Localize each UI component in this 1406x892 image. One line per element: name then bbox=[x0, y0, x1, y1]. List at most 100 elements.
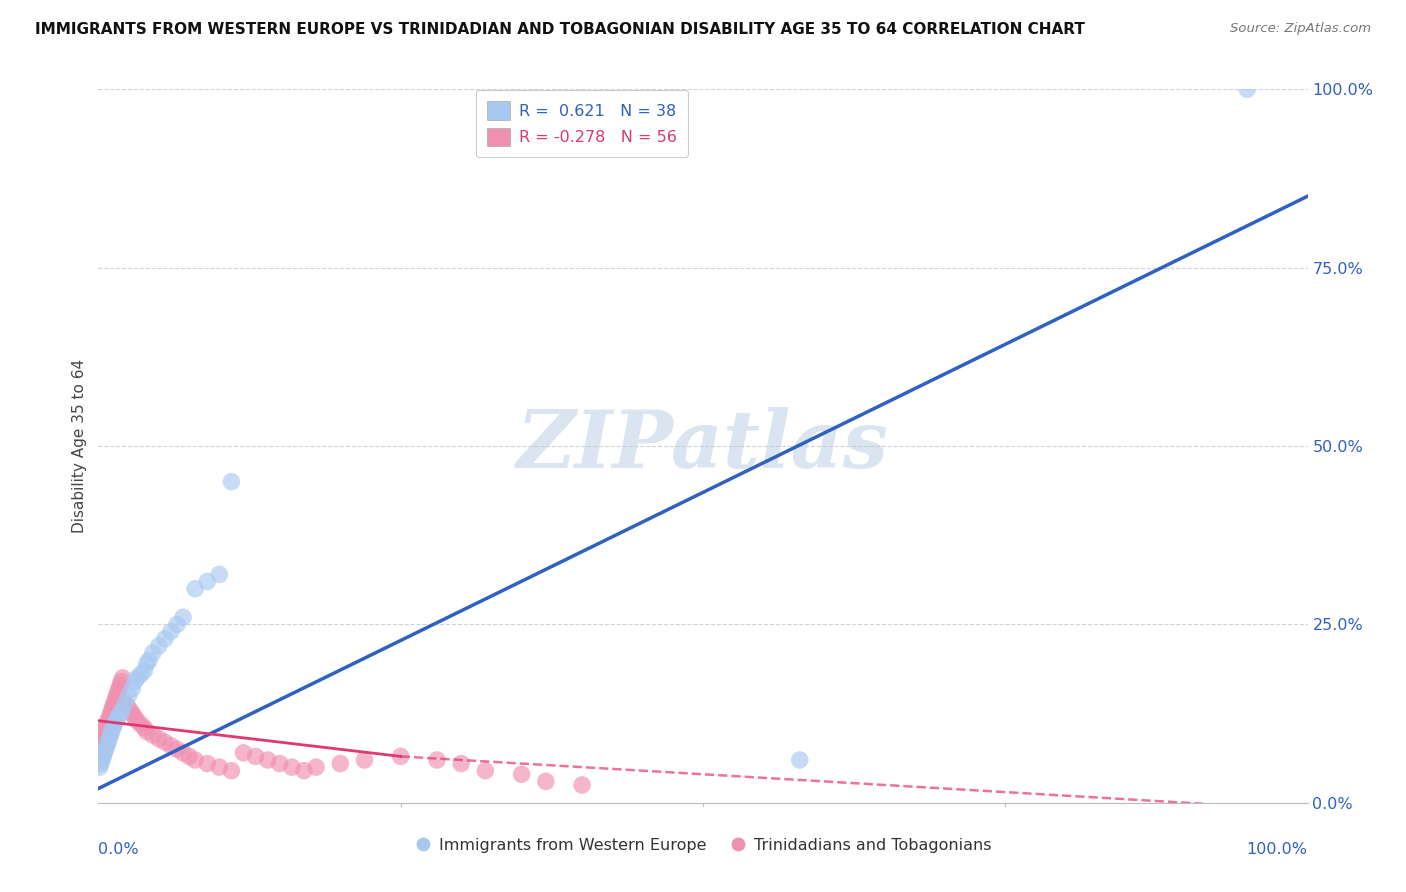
Point bbox=[129, 667, 152, 681]
Point bbox=[103, 696, 125, 710]
Point bbox=[91, 749, 114, 764]
Point bbox=[105, 689, 128, 703]
Text: ZIPatlas: ZIPatlas bbox=[517, 408, 889, 484]
Point bbox=[118, 703, 141, 717]
Point bbox=[134, 721, 156, 735]
Point bbox=[101, 699, 124, 714]
Point bbox=[221, 764, 243, 778]
Point bbox=[90, 735, 112, 749]
Point bbox=[114, 696, 136, 710]
Point bbox=[426, 753, 449, 767]
Point bbox=[94, 742, 117, 756]
Point bbox=[789, 753, 811, 767]
Point bbox=[127, 714, 149, 728]
Point bbox=[117, 699, 139, 714]
Point bbox=[232, 746, 254, 760]
Point bbox=[89, 760, 111, 774]
Point bbox=[135, 724, 157, 739]
Point bbox=[114, 696, 136, 710]
Point bbox=[108, 681, 131, 696]
Point bbox=[98, 710, 121, 724]
Point bbox=[571, 778, 593, 792]
Point bbox=[91, 753, 114, 767]
Point bbox=[534, 774, 557, 789]
Point bbox=[94, 721, 117, 735]
Point bbox=[256, 753, 278, 767]
Point bbox=[91, 728, 114, 742]
Point bbox=[195, 574, 218, 589]
Point bbox=[138, 653, 160, 667]
Point bbox=[179, 749, 201, 764]
Point bbox=[389, 749, 412, 764]
Point bbox=[184, 582, 207, 596]
Point bbox=[474, 764, 496, 778]
Point bbox=[108, 678, 131, 692]
Point bbox=[107, 685, 129, 699]
Point bbox=[129, 717, 152, 731]
Point bbox=[172, 746, 194, 760]
Point bbox=[148, 639, 170, 653]
Point bbox=[107, 710, 129, 724]
Point bbox=[208, 567, 231, 582]
Point bbox=[142, 728, 165, 742]
Point bbox=[108, 706, 131, 721]
Point bbox=[281, 760, 304, 774]
Point bbox=[292, 764, 315, 778]
Point bbox=[97, 735, 120, 749]
Point bbox=[166, 742, 188, 756]
Legend: Immigrants from Western Europe, Trinidadians and Tobagonians: Immigrants from Western Europe, Trinidad… bbox=[408, 831, 998, 859]
Point bbox=[110, 674, 132, 689]
Point bbox=[89, 739, 111, 753]
Point bbox=[93, 724, 115, 739]
Point bbox=[184, 753, 207, 767]
Point bbox=[105, 714, 128, 728]
Text: IMMIGRANTS FROM WESTERN EUROPE VS TRINIDADIAN AND TOBAGONIAN DISABILITY AGE 35 T: IMMIGRANTS FROM WESTERN EUROPE VS TRINID… bbox=[35, 22, 1085, 37]
Point bbox=[160, 739, 183, 753]
Point bbox=[153, 632, 176, 646]
Point bbox=[93, 746, 115, 760]
Point bbox=[450, 756, 472, 771]
Point bbox=[160, 624, 183, 639]
Point bbox=[96, 739, 118, 753]
Point bbox=[90, 756, 112, 771]
Point bbox=[195, 756, 218, 771]
Text: 0.0%: 0.0% bbox=[98, 842, 139, 857]
Point bbox=[166, 617, 188, 632]
Y-axis label: Disability Age 35 to 64: Disability Age 35 to 64 bbox=[72, 359, 87, 533]
Point bbox=[121, 681, 143, 696]
Point bbox=[101, 721, 124, 735]
Point bbox=[329, 756, 352, 771]
Point bbox=[135, 657, 157, 671]
Point bbox=[124, 710, 146, 724]
Point bbox=[1236, 82, 1258, 96]
Point bbox=[100, 728, 122, 742]
Text: 100.0%: 100.0% bbox=[1247, 842, 1308, 857]
Point bbox=[134, 664, 156, 678]
Point bbox=[510, 767, 533, 781]
Point bbox=[118, 689, 141, 703]
Point bbox=[353, 753, 375, 767]
Point bbox=[121, 706, 143, 721]
Point bbox=[98, 731, 121, 746]
Text: Source: ZipAtlas.com: Source: ZipAtlas.com bbox=[1230, 22, 1371, 36]
Point bbox=[100, 724, 122, 739]
Point bbox=[221, 475, 243, 489]
Point bbox=[305, 760, 328, 774]
Point bbox=[142, 646, 165, 660]
Point bbox=[97, 714, 120, 728]
Point bbox=[111, 703, 134, 717]
Point bbox=[100, 706, 122, 721]
Point bbox=[127, 671, 149, 685]
Point bbox=[96, 717, 118, 731]
Point bbox=[103, 717, 125, 731]
Point bbox=[111, 671, 134, 685]
Point bbox=[100, 703, 122, 717]
Point bbox=[269, 756, 291, 771]
Point bbox=[153, 735, 176, 749]
Point bbox=[172, 610, 194, 624]
Point bbox=[104, 692, 127, 706]
Point bbox=[91, 731, 114, 746]
Point bbox=[124, 674, 146, 689]
Point bbox=[208, 760, 231, 774]
Point bbox=[148, 731, 170, 746]
